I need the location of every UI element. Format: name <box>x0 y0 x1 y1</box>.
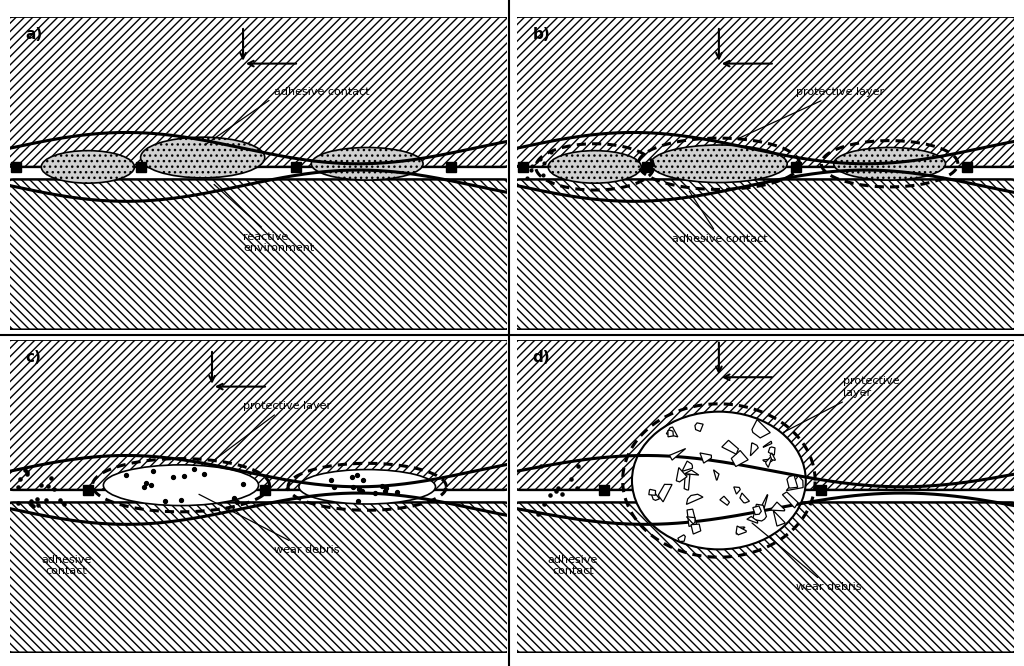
Polygon shape <box>686 517 695 524</box>
Polygon shape <box>736 527 744 534</box>
Ellipse shape <box>103 465 258 505</box>
Polygon shape <box>770 502 784 511</box>
Polygon shape <box>722 440 738 454</box>
Text: adhesive contact: adhesive contact <box>673 191 768 244</box>
Text: c): c) <box>26 350 42 364</box>
Polygon shape <box>700 453 712 463</box>
Polygon shape <box>676 468 687 482</box>
Polygon shape <box>678 535 685 541</box>
Polygon shape <box>731 450 749 467</box>
Ellipse shape <box>41 151 134 183</box>
Text: protective layer: protective layer <box>214 400 331 460</box>
FancyBboxPatch shape <box>4 179 513 330</box>
Polygon shape <box>773 511 785 526</box>
Polygon shape <box>685 470 698 475</box>
Polygon shape <box>720 496 729 505</box>
Polygon shape <box>763 441 772 447</box>
Polygon shape <box>787 476 798 488</box>
Text: wear debris: wear debris <box>752 523 862 592</box>
Polygon shape <box>746 517 758 523</box>
Polygon shape <box>763 459 774 462</box>
Polygon shape <box>691 524 700 534</box>
Text: reactive
environment: reactive environment <box>214 184 314 254</box>
Polygon shape <box>649 490 655 496</box>
Polygon shape <box>667 427 678 437</box>
Polygon shape <box>714 470 719 480</box>
Polygon shape <box>766 454 773 468</box>
FancyBboxPatch shape <box>511 340 1020 490</box>
FancyBboxPatch shape <box>511 179 1020 330</box>
Polygon shape <box>687 509 696 526</box>
Ellipse shape <box>632 412 806 549</box>
Polygon shape <box>786 476 803 491</box>
Text: a): a) <box>26 27 43 41</box>
Polygon shape <box>734 487 740 494</box>
Polygon shape <box>768 447 775 455</box>
Polygon shape <box>753 504 766 521</box>
Text: adhesive contact: adhesive contact <box>205 87 370 145</box>
Polygon shape <box>770 453 775 460</box>
FancyBboxPatch shape <box>4 17 513 167</box>
Polygon shape <box>682 461 692 472</box>
Polygon shape <box>668 430 674 437</box>
Polygon shape <box>684 474 690 490</box>
FancyBboxPatch shape <box>4 502 513 653</box>
Text: protective
layer: protective layer <box>783 376 899 432</box>
Polygon shape <box>740 493 750 503</box>
FancyBboxPatch shape <box>511 17 1020 167</box>
Ellipse shape <box>140 137 265 178</box>
Polygon shape <box>753 506 761 515</box>
Polygon shape <box>651 492 659 500</box>
Text: adhesive
contact: adhesive contact <box>41 555 91 577</box>
Polygon shape <box>670 448 686 460</box>
Ellipse shape <box>548 151 641 183</box>
Text: adhesive
contact: adhesive contact <box>548 555 598 577</box>
Polygon shape <box>752 420 770 438</box>
Text: b): b) <box>532 27 550 41</box>
Polygon shape <box>658 484 672 502</box>
Polygon shape <box>751 443 758 456</box>
Polygon shape <box>736 526 746 535</box>
Polygon shape <box>686 494 703 504</box>
Ellipse shape <box>650 145 787 182</box>
FancyBboxPatch shape <box>511 502 1020 653</box>
Polygon shape <box>760 495 768 512</box>
FancyBboxPatch shape <box>4 340 513 490</box>
Text: protective layer: protective layer <box>737 87 885 139</box>
Text: d): d) <box>532 350 550 364</box>
Polygon shape <box>782 492 798 508</box>
Ellipse shape <box>299 470 435 504</box>
Text: wear debris: wear debris <box>199 494 340 555</box>
Ellipse shape <box>834 147 945 180</box>
Ellipse shape <box>311 147 423 180</box>
Polygon shape <box>695 423 703 432</box>
